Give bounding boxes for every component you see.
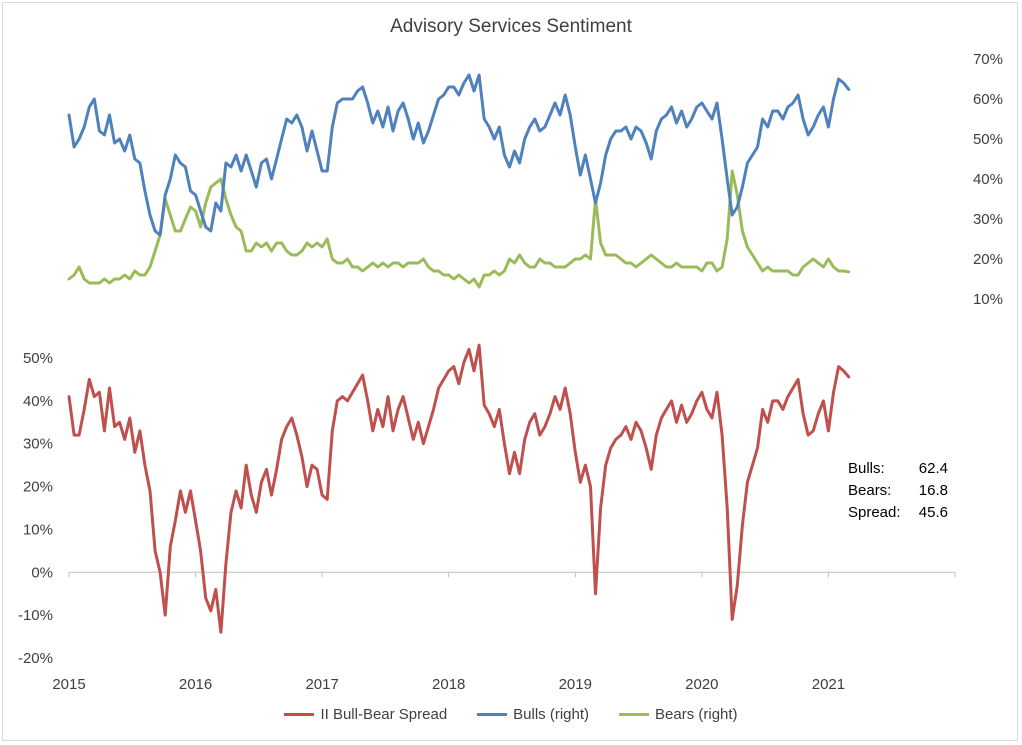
legend: II Bull-Bear Spread Bulls (right) Bears … bbox=[0, 706, 1022, 723]
right-axis-ticks: 70% 60% 50% 40% 30% 20% 10% bbox=[973, 51, 1003, 308]
bears-reading: Bears: 16.8 bbox=[848, 480, 948, 502]
left-axis-tick-label: -20% bbox=[18, 650, 53, 667]
bulls-label: Bulls: bbox=[848, 460, 885, 477]
legend-item-bulls: Bulls (right) bbox=[477, 706, 589, 723]
legend-label-bears: Bears (right) bbox=[655, 706, 738, 723]
series-line-2 bbox=[67, 169, 851, 289]
left-axis-tick-label: 10% bbox=[23, 521, 53, 538]
x-axis: 2015 2016 2017 2018 2019 2020 2021 bbox=[52, 571, 956, 693]
x-axis-tick-label: 2019 bbox=[559, 676, 592, 693]
x-axis-tick-label: 2018 bbox=[432, 676, 465, 693]
x-axis-tick-label: 2016 bbox=[179, 676, 212, 693]
bears-value: 16.8 bbox=[918, 482, 948, 499]
left-axis-tick-label: 20% bbox=[23, 479, 53, 496]
right-axis-tick-label: 40% bbox=[973, 171, 1003, 188]
x-axis-tick-label: 2021 bbox=[812, 676, 845, 693]
series-line-1 bbox=[67, 73, 851, 237]
left-axis-ticks: 50% 40% 30% 20% 10% 0% -10% -20% bbox=[18, 350, 53, 667]
right-axis-tick-label: 70% bbox=[973, 51, 1003, 68]
spread-label: Spread: bbox=[848, 504, 901, 521]
left-axis-tick-label: 50% bbox=[23, 350, 53, 367]
right-axis-tick-label: 10% bbox=[973, 291, 1003, 308]
legend-label-spread: II Bull-Bear Spread bbox=[320, 706, 448, 723]
spread-value: 45.6 bbox=[918, 504, 948, 521]
right-axis-tick-label: 60% bbox=[973, 91, 1003, 108]
series-line-0 bbox=[67, 343, 851, 634]
latest-readings-annotation: Bulls: 62.4 Bears: 16.8 Spread: 45.6 bbox=[848, 458, 948, 524]
x-axis-tick-label: 2015 bbox=[52, 676, 85, 693]
legend-swatch-bulls bbox=[477, 713, 508, 716]
legend-swatch-bears bbox=[619, 713, 650, 716]
x-axis-tick-label: 2017 bbox=[305, 676, 338, 693]
series-lines bbox=[67, 73, 851, 634]
spread-reading: Spread: 45.6 bbox=[848, 502, 948, 524]
right-axis-tick-label: 50% bbox=[973, 131, 1003, 148]
bulls-value: 62.4 bbox=[918, 460, 948, 477]
bears-label: Bears: bbox=[848, 482, 892, 499]
legend-swatch-spread bbox=[284, 713, 315, 716]
right-axis-tick-label: 20% bbox=[973, 251, 1003, 268]
bulls-reading: Bulls: 62.4 bbox=[848, 458, 948, 480]
left-axis-tick-label: 0% bbox=[31, 564, 53, 581]
right-axis-tick-label: 30% bbox=[973, 211, 1003, 228]
left-axis-tick-label: 40% bbox=[23, 393, 53, 410]
left-axis-tick-label: -10% bbox=[18, 607, 53, 624]
legend-item-bears: Bears (right) bbox=[619, 706, 738, 723]
left-axis-tick-label: 30% bbox=[23, 436, 53, 453]
x-axis-tick-label: 2020 bbox=[685, 676, 718, 693]
chart-title: Advisory Services Sentiment bbox=[390, 16, 632, 37]
legend-item-spread: II Bull-Bear Spread bbox=[284, 706, 447, 723]
legend-label-bulls: Bulls (right) bbox=[513, 706, 590, 723]
